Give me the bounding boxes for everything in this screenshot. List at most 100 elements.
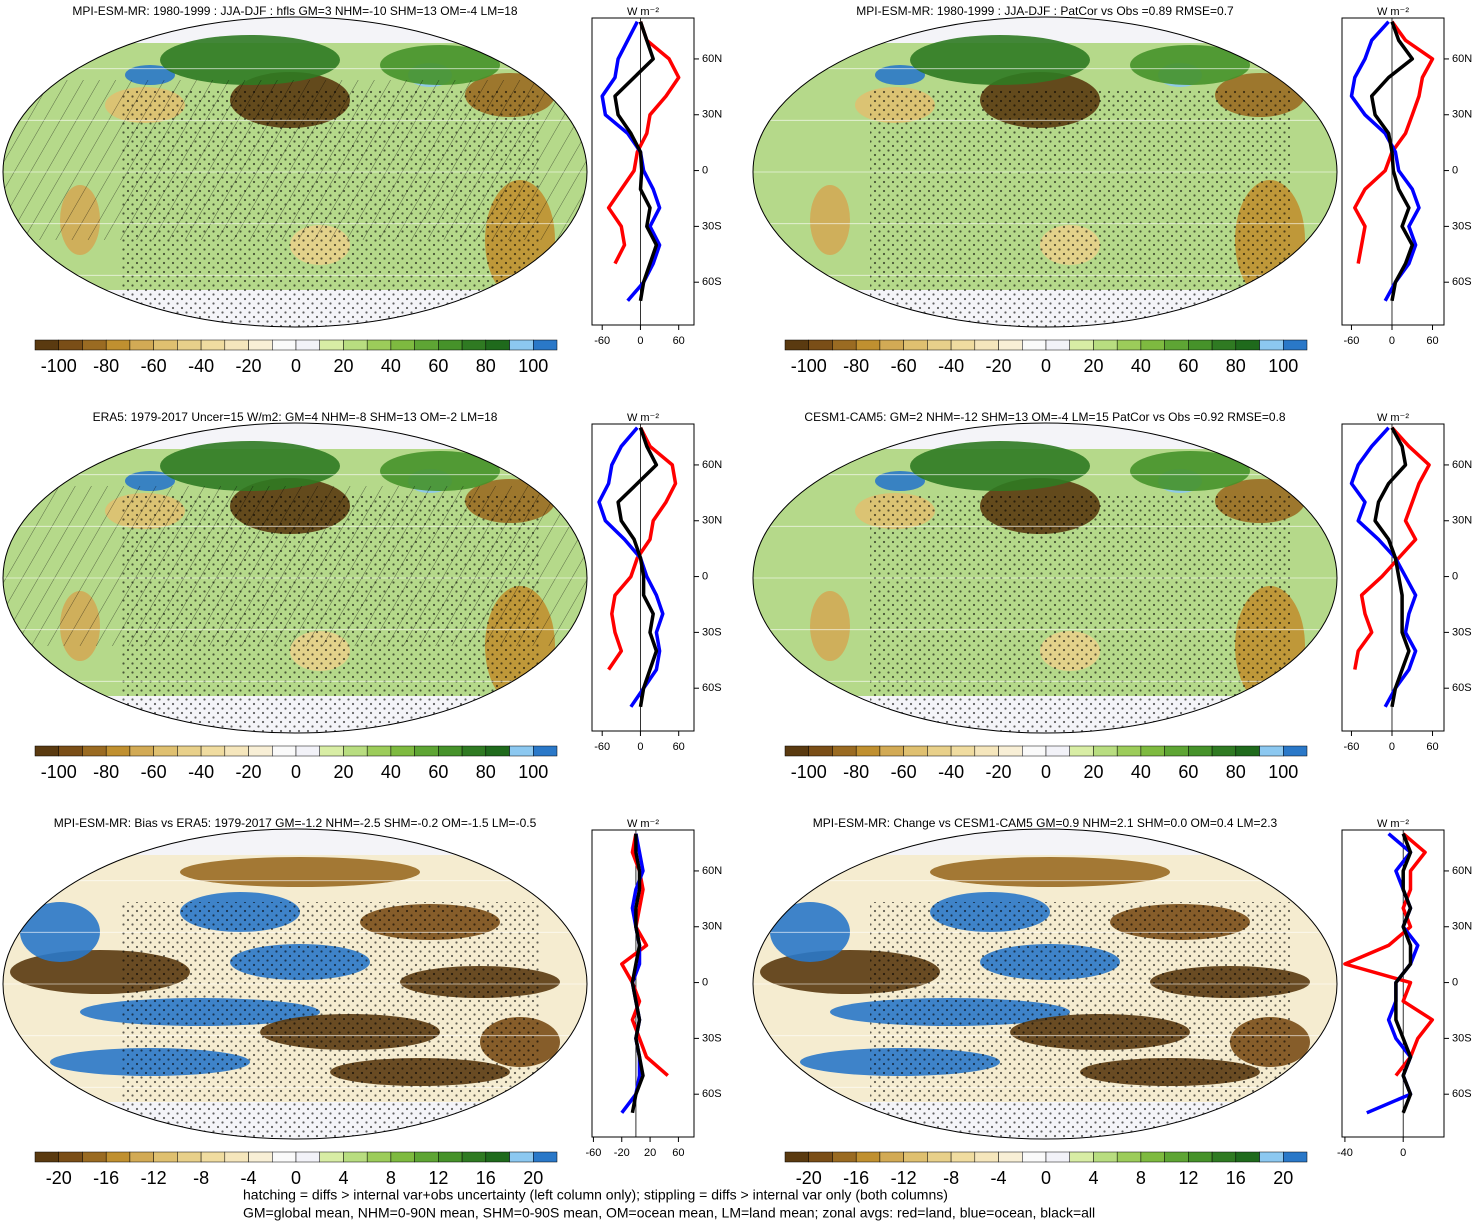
colorbar-label: 100 (1268, 356, 1298, 376)
panel-title: MPI-ESM-MR: 1980-1999 : JJA-DJF : PatCor… (856, 4, 1234, 18)
colorbar-box (1069, 1151, 1094, 1163)
colorbar-box (1259, 339, 1284, 351)
colorbar-box (58, 745, 83, 757)
colorbar-label: 0 (1041, 762, 1051, 782)
x-tick-label: 60 (673, 741, 685, 753)
colorbar-label: 100 (518, 762, 548, 782)
x-tick-label: 0 (1389, 741, 1395, 753)
colorbar-box (319, 745, 344, 757)
x-tick-label: 60 (1426, 741, 1438, 753)
colorbar-label: 20 (333, 356, 353, 376)
map-blob (160, 35, 340, 85)
hatching (3, 486, 587, 646)
colorbar-box (1045, 339, 1070, 351)
colorbar-label: 20 (333, 762, 353, 782)
colorbar-box (832, 745, 857, 757)
colorbar-label: 20 (1273, 1168, 1293, 1188)
y-tick-label: 60N (1452, 53, 1472, 65)
colorbar-box (974, 1151, 999, 1163)
colorbar-box (879, 339, 904, 351)
colorbar-box (1022, 1151, 1047, 1163)
x-tick-label: 60 (1426, 335, 1438, 347)
colorbar-label: 40 (1131, 356, 1151, 376)
colorbar-box (295, 1151, 320, 1163)
colorbar-label: 100 (518, 356, 548, 376)
map-outline (752, 828, 1338, 1140)
panel: MPI-ESM-MR: 1980-1999 : JJA-DJF : PatCor… (752, 4, 1472, 376)
map-blob (910, 441, 1090, 491)
panel-title: MPI-ESM-MR: Change vs CESM1-CAM5 GM=0.9 … (813, 816, 1278, 830)
colorbar-label: 0 (1041, 356, 1051, 376)
colorbar-label: -100 (41, 356, 77, 376)
panel-title: MPI-ESM-MR: Bias vs ERA5: 1979-2017 GM=-… (54, 816, 537, 830)
colorbar-box (485, 1151, 510, 1163)
colorbar-box (34, 745, 59, 757)
colorbar-box (390, 339, 415, 351)
panel-title: CESM1-CAM5: GM=2 NHM=-12 SHM=13 OM=-4 LM… (804, 410, 1286, 424)
colorbar-box (1164, 745, 1189, 757)
y-tick-label: 60N (702, 865, 722, 877)
colorbar-box (366, 745, 392, 757)
colorbar-label: -20 (46, 1168, 72, 1188)
colorbar-label: -60 (141, 356, 167, 376)
colorbar-box (58, 1151, 83, 1163)
map-outline (2, 16, 588, 328)
colorbar-box (950, 1151, 976, 1163)
colorbar-box (414, 339, 439, 351)
y-tick-label: 30N (1452, 921, 1472, 933)
colorbar-label: 8 (386, 1168, 396, 1188)
colorbar-box (903, 339, 928, 351)
colorbar-box (343, 339, 368, 351)
colorbar-box (319, 339, 344, 351)
colorbar-label: -100 (41, 762, 77, 782)
colorbar-box (1069, 339, 1094, 351)
colorbar-box (272, 339, 297, 351)
colorbar-label: 40 (381, 762, 401, 782)
colorbar-box (903, 745, 928, 757)
colorbar-box (879, 745, 904, 757)
colorbar-box (1188, 1151, 1213, 1163)
colorbar-box (177, 1151, 202, 1163)
y-tick-label: 30N (702, 921, 722, 933)
colorbar-label: 60 (1178, 356, 1198, 376)
units-label: W m⁻² (1377, 412, 1409, 424)
colorbar-box (366, 339, 392, 351)
colorbar-box (153, 1151, 178, 1163)
profile-frame (1341, 829, 1445, 1138)
colorbar-label: -80 (93, 762, 119, 782)
colorbar-box (34, 1151, 59, 1163)
colorbar-box (319, 1151, 344, 1163)
colorbar-box (485, 339, 510, 351)
colorbar-box (248, 1151, 273, 1163)
colorbar-label: 40 (381, 356, 401, 376)
colorbar-label: 0 (291, 1168, 301, 1188)
colorbar-label: 12 (428, 1168, 448, 1188)
colorbar-box (808, 339, 833, 351)
colorbar-box (1259, 745, 1284, 757)
colorbar-box (1235, 339, 1260, 351)
zonal-profile (613, 21, 659, 302)
colorbar-box (272, 1151, 297, 1163)
colorbar-box (1283, 1151, 1308, 1163)
polar-band (753, 829, 1337, 855)
colorbar-label: -40 (188, 762, 214, 782)
map-outline (752, 422, 1338, 734)
colorbar-label: 16 (1226, 1168, 1246, 1188)
colorbar-label: -60 (141, 762, 167, 782)
colorbar-label: 20 (1083, 356, 1103, 376)
footer-note: GM=global mean, NHM=0-90N mean, SHM=0-90… (243, 1205, 1095, 1221)
colorbar-box (1259, 1151, 1284, 1163)
colorbar-box (903, 1151, 928, 1163)
colorbar-box (1235, 1151, 1260, 1163)
x-tick-label: -60 (594, 741, 610, 753)
hatching (3, 80, 587, 240)
stippling (870, 902, 1290, 1139)
colorbar-box (1116, 1151, 1142, 1163)
colorbar-box (82, 339, 107, 351)
colorbar-label: -12 (891, 1168, 917, 1188)
colorbar-box (1022, 745, 1047, 757)
y-tick-label: 60S (1452, 276, 1472, 288)
colorbar-box (855, 339, 881, 351)
colorbar-box (950, 745, 976, 757)
